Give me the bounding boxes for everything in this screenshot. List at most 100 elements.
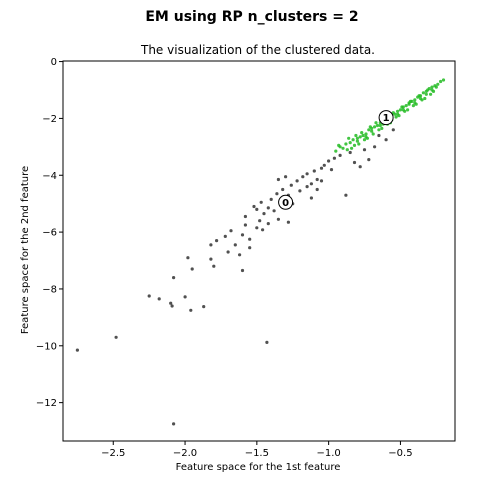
scatter-point-cluster-1 [355, 136, 359, 140]
scatter-point-cluster-0 [319, 166, 324, 170]
scatter-point-cluster-0 [147, 294, 151, 298]
chart-title: The visualization of the clustered data. [140, 43, 375, 57]
scatter-point-cluster-1 [441, 78, 446, 82]
scatter-point-cluster-0 [258, 219, 262, 223]
scatter-point-cluster-1 [423, 96, 427, 101]
scatter-point-cluster-1 [361, 133, 365, 138]
scatter-point-cluster-0 [186, 256, 190, 260]
scatter-point-cluster-0 [373, 145, 377, 149]
scatter-point-cluster-0 [269, 197, 273, 201]
plot-area: 01 [62, 60, 456, 442]
scatter-point-cluster-0 [266, 222, 270, 226]
scatter-point-cluster-0 [295, 179, 299, 183]
scatter-point-cluster-1 [424, 92, 428, 96]
scatter-point-cluster-0 [209, 243, 213, 247]
scatter-point-cluster-1 [430, 88, 434, 92]
scatter-point-cluster-1 [362, 138, 367, 142]
scatter-point-cluster-0 [286, 220, 290, 224]
y-tick-label: −6 [42, 228, 57, 239]
scatter-point-cluster-1 [391, 111, 395, 115]
scatter-point-cluster-0 [358, 165, 362, 169]
scatter-point-cluster-1 [355, 139, 359, 143]
scatter-point-cluster-0 [157, 297, 161, 301]
scatter-point-cluster-1 [413, 101, 417, 105]
scatter-point-cluster-0 [223, 234, 227, 238]
scatter-point-cluster-1 [357, 142, 361, 146]
scatter-point-cluster-0 [233, 243, 237, 247]
scatter-point-cluster-1 [378, 123, 382, 128]
scatter-point-cluster-1 [413, 98, 417, 102]
scatter-point-cluster-0 [319, 179, 324, 183]
scatter-point-cluster-1 [360, 131, 364, 135]
scatter-point-cluster-1 [380, 126, 384, 130]
scatter-point-cluster-0 [275, 192, 279, 196]
y-tick-label: −8 [42, 284, 57, 295]
scatter-point-cluster-1 [407, 102, 411, 106]
scatter-point-cluster-0 [261, 228, 265, 232]
scatter-point-cluster-1 [404, 104, 408, 108]
scatter-point-cluster-0 [209, 257, 213, 261]
x-axis-label: Feature space for the 1st feature [176, 462, 341, 473]
scatter-point-cluster-0 [276, 177, 280, 182]
scatter-point-cluster-0 [226, 250, 230, 254]
scatter-point-cluster-1 [374, 121, 378, 125]
scatter-point-cluster-0 [377, 133, 381, 138]
scatter-point-cluster-0 [243, 223, 247, 227]
x-tick-label: −2.5 [101, 448, 125, 459]
scatter-point-cluster-0 [266, 206, 270, 210]
scatter-point-cluster-0 [248, 246, 252, 250]
scatter-point-cluster-1 [370, 126, 374, 130]
scatter-point-cluster-0 [262, 212, 266, 216]
scatter-point-cluster-1 [367, 128, 371, 132]
scatter-point-cluster-1 [406, 108, 410, 112]
scatter-point-cluster-0 [298, 189, 302, 193]
scatter-point-cluster-0 [248, 237, 252, 241]
x-tick-label: −1.5 [245, 448, 269, 459]
y-tick-label: −4 [42, 171, 57, 182]
scatter-point-cluster-0 [229, 229, 233, 233]
scatter-point-cluster-1 [371, 132, 375, 136]
scatter-point-cluster-0 [315, 177, 319, 182]
scatter-point-cluster-1 [411, 104, 415, 108]
scatter-point-cluster-0 [243, 214, 247, 219]
scatter-point-cluster-1 [430, 85, 434, 89]
scatter-point-cluster-0 [391, 128, 395, 132]
points-layer [75, 78, 446, 426]
scatter-point-cluster-0 [169, 301, 173, 305]
scatter-point-cluster-1 [375, 123, 380, 128]
scatter-point-cluster-1 [351, 138, 355, 142]
cluster-center-marker [378, 110, 394, 126]
scatter-point-cluster-0 [367, 158, 371, 162]
scatter-point-cluster-1 [418, 96, 423, 101]
scatter-point-cluster-1 [364, 132, 368, 136]
scatter-point-cluster-0 [212, 264, 216, 268]
scatter-point-cluster-0 [284, 175, 288, 179]
scatter-point-cluster-0 [305, 185, 309, 189]
x-tick-label: −1.0 [316, 448, 340, 459]
scatter-point-cluster-1 [358, 135, 362, 139]
y-tick-label: −10 [36, 341, 57, 352]
scatter-point-cluster-0 [301, 175, 305, 179]
scatter-point-cluster-0 [255, 207, 259, 211]
scatter-point-cluster-0 [305, 172, 309, 176]
scatter-point-cluster-0 [327, 159, 331, 163]
scatter-point-cluster-1 [373, 125, 377, 129]
scatter-point-cluster-0 [315, 187, 319, 192]
scatter-point-cluster-1 [436, 82, 440, 86]
scatter-point-cluster-1 [429, 92, 433, 96]
scatter-point-cluster-0 [202, 305, 206, 309]
scatter-point-cluster-1 [334, 149, 338, 153]
y-tick-label: 0 [51, 57, 57, 68]
scatter-point-cluster-1 [394, 115, 398, 119]
scatter-point-cluster-0 [252, 204, 256, 209]
scatter-point-cluster-0 [338, 153, 342, 157]
scatter-point-cluster-1 [408, 99, 413, 103]
scatter-point-cluster-0 [255, 226, 259, 230]
scatter-point-cluster-1 [364, 135, 368, 139]
scatter-point-cluster-0 [172, 276, 176, 280]
scatter-point-cluster-0 [276, 217, 280, 221]
scatter-point-cluster-0 [332, 156, 336, 160]
scatter-point-cluster-0 [329, 168, 334, 172]
cluster-center-label: 0 [282, 198, 289, 209]
